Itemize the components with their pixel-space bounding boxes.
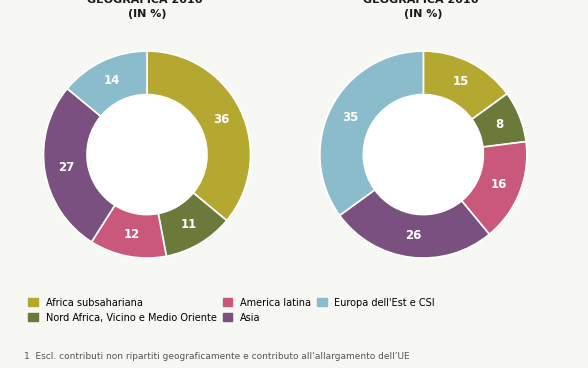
Wedge shape [423, 51, 507, 119]
Text: 26: 26 [405, 229, 421, 242]
Text: 1  Escl. contributi non ripartiti geograficamente e contributo all’allargamento : 1 Escl. contributi non ripartiti geograf… [24, 352, 409, 361]
Text: 14: 14 [104, 74, 121, 87]
Text: 16: 16 [491, 178, 507, 191]
Circle shape [87, 95, 207, 215]
Text: 12: 12 [123, 229, 140, 241]
Wedge shape [462, 142, 527, 234]
Wedge shape [147, 51, 250, 220]
Wedge shape [67, 51, 147, 116]
Legend: Africa subsahariana, Nord Africa, Vicino e Medio Oriente, America latina, Asia, : Africa subsahariana, Nord Africa, Vicino… [28, 298, 435, 323]
Text: 27: 27 [58, 161, 74, 174]
Text: 35: 35 [342, 111, 359, 124]
Wedge shape [44, 89, 115, 242]
Title: SECO BILATERALE
RIPARTIZIONE
GEOGRAFICA 2016¹
(IN %): SECO BILATERALE RIPARTIZIONE GEOGRAFICA … [363, 0, 483, 19]
Wedge shape [320, 51, 423, 215]
Circle shape [363, 95, 483, 215]
Wedge shape [158, 193, 227, 256]
Wedge shape [472, 94, 526, 147]
Text: 15: 15 [452, 75, 469, 88]
Wedge shape [340, 190, 489, 258]
Text: 11: 11 [181, 219, 197, 231]
Text: 36: 36 [213, 113, 229, 126]
Text: 8: 8 [495, 118, 503, 131]
Title: DSC BILATERALE
RIPARTIZIONE
GEOGRAFICA 2016¹
(IN %): DSC BILATERALE RIPARTIZIONE GEOGRAFICA 2… [87, 0, 207, 19]
Wedge shape [92, 205, 166, 258]
